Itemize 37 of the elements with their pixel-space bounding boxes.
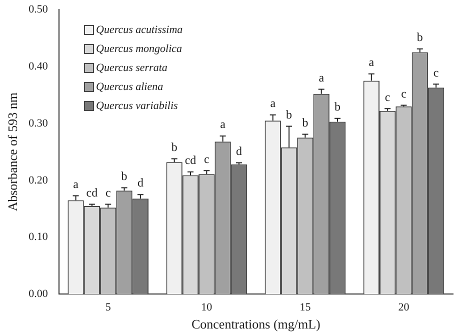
x-tick-label: 15 xyxy=(300,302,312,314)
data-label: b xyxy=(171,140,178,154)
data-label: c xyxy=(105,185,111,200)
legend-label: Quercus mongolica xyxy=(96,42,182,54)
y-tick-label: 0.20 xyxy=(28,174,48,186)
data-label: c xyxy=(384,90,390,104)
data-label: b xyxy=(334,99,341,114)
y-tick-label: 0.00 xyxy=(28,288,48,300)
data-label: a xyxy=(220,117,226,132)
y-axis-title: Absorbance of 593 nm xyxy=(5,92,20,212)
data-label: c xyxy=(204,152,210,166)
data-label: a xyxy=(270,96,276,110)
data-label: c xyxy=(433,65,439,80)
data-label: a xyxy=(318,70,325,84)
legend-label: Quercus acutissima xyxy=(96,24,183,36)
data-label: d xyxy=(236,144,242,158)
data-label: a xyxy=(368,55,375,70)
y-tick-label: 0.30 xyxy=(28,117,48,130)
data-label: a xyxy=(73,176,80,191)
x-tick-label: 5 xyxy=(105,302,112,314)
y-tick-label: 0.40 xyxy=(28,60,48,72)
x-tick-label: 20 xyxy=(398,302,410,314)
data-label: d xyxy=(137,176,144,190)
legend-label: Quercus aliena xyxy=(96,80,164,92)
data-label: b xyxy=(302,115,308,130)
data-label: c xyxy=(401,86,406,100)
data-label: b xyxy=(121,168,128,183)
legend-label: Quercus variabilis xyxy=(96,100,178,112)
data-label: cd xyxy=(184,152,196,167)
data-label: cd xyxy=(86,185,98,200)
y-tick-label: 0.10 xyxy=(28,231,48,244)
data-label: b xyxy=(286,107,292,122)
y-tick-label: 0.50 xyxy=(28,3,48,16)
x-tick-label: 10 xyxy=(201,302,213,314)
legend-label: Quercus serrata xyxy=(96,62,168,74)
x-axis-title: Concentrations (mg/mL) xyxy=(191,316,320,332)
data-label: b xyxy=(416,30,423,44)
